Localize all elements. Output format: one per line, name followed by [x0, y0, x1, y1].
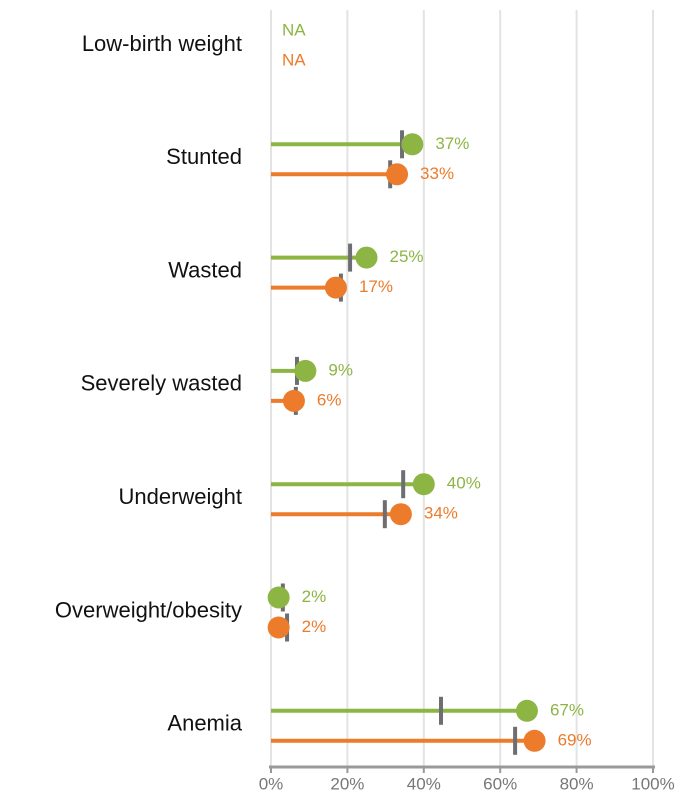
- x-tick-label: 100%: [631, 774, 674, 793]
- reference-marker: [401, 470, 406, 499]
- x-tick-label: 0%: [259, 774, 284, 793]
- category-label: Underweight: [118, 484, 242, 509]
- dot: [515, 699, 538, 722]
- dot: [523, 729, 546, 752]
- value-label: 33%: [420, 164, 454, 183]
- value-label: 40%: [447, 474, 481, 493]
- category-label: Wasted: [168, 257, 242, 282]
- x-tick-label: 40%: [407, 774, 441, 793]
- category-label: Stunted: [166, 144, 242, 169]
- category-label: Low-birth weight: [82, 31, 242, 56]
- x-tick-label: 80%: [560, 774, 594, 793]
- category-label: Anemia: [167, 711, 242, 736]
- dot: [282, 389, 305, 412]
- value-label: 9%: [328, 360, 353, 379]
- value-label: 2%: [302, 587, 327, 606]
- dot: [386, 163, 409, 186]
- x-tick-label: 60%: [483, 774, 517, 793]
- dot: [355, 246, 378, 269]
- value-label: 25%: [390, 247, 424, 266]
- reference-marker: [513, 726, 518, 755]
- value-label: NA: [282, 20, 306, 39]
- dot: [267, 616, 290, 639]
- value-label: 69%: [558, 730, 592, 749]
- x-tick-label: 20%: [330, 774, 364, 793]
- value-label: 17%: [359, 277, 393, 296]
- dot: [267, 586, 290, 609]
- value-label: 6%: [317, 390, 342, 409]
- value-label: NA: [282, 50, 306, 69]
- dot: [389, 503, 412, 526]
- value-label: 34%: [424, 504, 458, 523]
- dot: [294, 359, 317, 382]
- category-label: Severely wasted: [81, 371, 242, 396]
- reference-marker: [438, 696, 443, 725]
- dot: [401, 133, 424, 156]
- dot: [412, 473, 435, 496]
- dot: [324, 276, 347, 299]
- value-label: 67%: [550, 700, 584, 719]
- value-label: 2%: [302, 617, 327, 636]
- value-label: 37%: [435, 134, 469, 153]
- reference-marker: [382, 500, 387, 529]
- reference-marker: [348, 243, 353, 272]
- category-label: Overweight/obesity: [55, 597, 242, 622]
